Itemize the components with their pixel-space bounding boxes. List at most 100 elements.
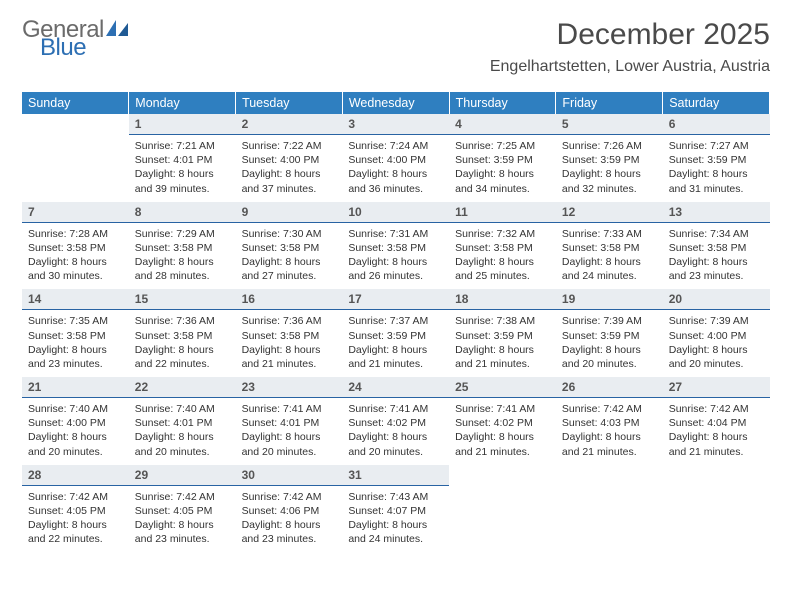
calendar-cell: 13Sunrise: 7:34 AMSunset: 3:58 PMDayligh… xyxy=(663,202,770,290)
day-number: 28 xyxy=(22,465,129,486)
day-info: Sunrise: 7:39 AMSunset: 3:59 PMDaylight:… xyxy=(556,310,663,377)
day-info: Sunrise: 7:32 AMSunset: 3:58 PMDaylight:… xyxy=(449,223,556,290)
sunrise-line: Sunrise: 7:43 AM xyxy=(348,490,443,504)
day-number: 7 xyxy=(22,202,129,223)
weekday-header: Friday xyxy=(556,92,663,114)
sunrise-line: Sunrise: 7:32 AM xyxy=(455,227,550,241)
day-number: 13 xyxy=(663,202,770,223)
sunset-line: Sunset: 4:01 PM xyxy=(135,416,230,430)
sunset-line: Sunset: 3:58 PM xyxy=(28,241,123,255)
sunset-line: Sunset: 3:58 PM xyxy=(242,329,337,343)
calendar-cell: 3Sunrise: 7:24 AMSunset: 4:00 PMDaylight… xyxy=(342,114,449,202)
day-info: Sunrise: 7:42 AMSunset: 4:04 PMDaylight:… xyxy=(663,398,770,465)
weekday-header: Saturday xyxy=(663,92,770,114)
daylight-line: Daylight: 8 hours and 21 minutes. xyxy=(562,430,657,458)
weekday-header: Sunday xyxy=(22,92,129,114)
sunset-line: Sunset: 4:06 PM xyxy=(242,504,337,518)
sunrise-line: Sunrise: 7:30 AM xyxy=(242,227,337,241)
calendar-cell: 10Sunrise: 7:31 AMSunset: 3:58 PMDayligh… xyxy=(342,202,449,290)
calendar-cell: 26Sunrise: 7:42 AMSunset: 4:03 PMDayligh… xyxy=(556,377,663,465)
calendar-cell: 29Sunrise: 7:42 AMSunset: 4:05 PMDayligh… xyxy=(129,465,236,553)
calendar-week-row: 28Sunrise: 7:42 AMSunset: 4:05 PMDayligh… xyxy=(22,465,770,553)
calendar-cell: 18Sunrise: 7:38 AMSunset: 3:59 PMDayligh… xyxy=(449,289,556,377)
day-info: Sunrise: 7:42 AMSunset: 4:03 PMDaylight:… xyxy=(556,398,663,465)
daylight-line: Daylight: 8 hours and 21 minutes. xyxy=(669,430,764,458)
day-info: Sunrise: 7:25 AMSunset: 3:59 PMDaylight:… xyxy=(449,135,556,202)
calendar-cell: 24Sunrise: 7:41 AMSunset: 4:02 PMDayligh… xyxy=(342,377,449,465)
day-info: Sunrise: 7:43 AMSunset: 4:07 PMDaylight:… xyxy=(342,486,449,553)
day-info: Sunrise: 7:30 AMSunset: 3:58 PMDaylight:… xyxy=(236,223,343,290)
day-number: 31 xyxy=(342,465,449,486)
sunrise-line: Sunrise: 7:42 AM xyxy=(669,402,764,416)
sunset-line: Sunset: 3:58 PM xyxy=(562,241,657,255)
day-info: Sunrise: 7:40 AMSunset: 4:01 PMDaylight:… xyxy=(129,398,236,465)
day-info: Sunrise: 7:38 AMSunset: 3:59 PMDaylight:… xyxy=(449,310,556,377)
day-info: Sunrise: 7:34 AMSunset: 3:58 PMDaylight:… xyxy=(663,223,770,290)
daylight-line: Daylight: 8 hours and 34 minutes. xyxy=(455,167,550,195)
daylight-line: Daylight: 8 hours and 24 minutes. xyxy=(348,518,443,546)
calendar-cell: 30Sunrise: 7:42 AMSunset: 4:06 PMDayligh… xyxy=(236,465,343,553)
sunset-line: Sunset: 3:59 PM xyxy=(562,329,657,343)
daylight-line: Daylight: 8 hours and 20 minutes. xyxy=(28,430,123,458)
sunrise-line: Sunrise: 7:36 AM xyxy=(242,314,337,328)
sunrise-line: Sunrise: 7:21 AM xyxy=(135,139,230,153)
sunset-line: Sunset: 3:59 PM xyxy=(348,329,443,343)
sunset-line: Sunset: 4:07 PM xyxy=(348,504,443,518)
calendar-cell: 14Sunrise: 7:35 AMSunset: 3:58 PMDayligh… xyxy=(22,289,129,377)
sunset-line: Sunset: 4:04 PM xyxy=(669,416,764,430)
calendar-cell: 17Sunrise: 7:37 AMSunset: 3:59 PMDayligh… xyxy=(342,289,449,377)
calendar-cell xyxy=(663,465,770,553)
calendar-week-row: 21Sunrise: 7:40 AMSunset: 4:00 PMDayligh… xyxy=(22,377,770,465)
daylight-line: Daylight: 8 hours and 20 minutes. xyxy=(242,430,337,458)
sunrise-line: Sunrise: 7:27 AM xyxy=(669,139,764,153)
sunset-line: Sunset: 3:58 PM xyxy=(669,241,764,255)
daylight-line: Daylight: 8 hours and 21 minutes. xyxy=(455,430,550,458)
daylight-line: Daylight: 8 hours and 23 minutes. xyxy=(28,343,123,371)
daylight-line: Daylight: 8 hours and 20 minutes. xyxy=(562,343,657,371)
day-number: 11 xyxy=(449,202,556,223)
sunrise-line: Sunrise: 7:29 AM xyxy=(135,227,230,241)
day-number: 6 xyxy=(663,114,770,135)
daylight-line: Daylight: 8 hours and 36 minutes. xyxy=(348,167,443,195)
daylight-line: Daylight: 8 hours and 39 minutes. xyxy=(135,167,230,195)
sunset-line: Sunset: 3:58 PM xyxy=(135,329,230,343)
day-number: 18 xyxy=(449,289,556,310)
sunrise-line: Sunrise: 7:38 AM xyxy=(455,314,550,328)
day-info: Sunrise: 7:31 AMSunset: 3:58 PMDaylight:… xyxy=(342,223,449,290)
sunrise-line: Sunrise: 7:42 AM xyxy=(28,490,123,504)
sunset-line: Sunset: 4:03 PM xyxy=(562,416,657,430)
day-info: Sunrise: 7:29 AMSunset: 3:58 PMDaylight:… xyxy=(129,223,236,290)
day-number: 9 xyxy=(236,202,343,223)
calendar-cell: 4Sunrise: 7:25 AMSunset: 3:59 PMDaylight… xyxy=(449,114,556,202)
calendar-cell: 5Sunrise: 7:26 AMSunset: 3:59 PMDaylight… xyxy=(556,114,663,202)
sunset-line: Sunset: 3:59 PM xyxy=(455,153,550,167)
sunset-line: Sunset: 3:58 PM xyxy=(135,241,230,255)
day-info: Sunrise: 7:35 AMSunset: 3:58 PMDaylight:… xyxy=(22,310,129,377)
day-number: 1 xyxy=(129,114,236,135)
day-info: Sunrise: 7:42 AMSunset: 4:06 PMDaylight:… xyxy=(236,486,343,553)
daylight-line: Daylight: 8 hours and 22 minutes. xyxy=(135,343,230,371)
sunrise-line: Sunrise: 7:42 AM xyxy=(242,490,337,504)
sunset-line: Sunset: 4:05 PM xyxy=(135,504,230,518)
daylight-line: Daylight: 8 hours and 30 minutes. xyxy=(28,255,123,283)
sunrise-line: Sunrise: 7:22 AM xyxy=(242,139,337,153)
sunset-line: Sunset: 3:59 PM xyxy=(562,153,657,167)
sunset-line: Sunset: 4:02 PM xyxy=(348,416,443,430)
sunset-line: Sunset: 3:58 PM xyxy=(28,329,123,343)
sunrise-line: Sunrise: 7:36 AM xyxy=(135,314,230,328)
calendar-cell: 7Sunrise: 7:28 AMSunset: 3:58 PMDaylight… xyxy=(22,202,129,290)
sunrise-line: Sunrise: 7:42 AM xyxy=(135,490,230,504)
brand-blue: Blue xyxy=(40,36,130,60)
day-number: 5 xyxy=(556,114,663,135)
day-info: Sunrise: 7:36 AMSunset: 3:58 PMDaylight:… xyxy=(236,310,343,377)
calendar-cell: 22Sunrise: 7:40 AMSunset: 4:01 PMDayligh… xyxy=(129,377,236,465)
calendar-cell: 28Sunrise: 7:42 AMSunset: 4:05 PMDayligh… xyxy=(22,465,129,553)
day-info: Sunrise: 7:21 AMSunset: 4:01 PMDaylight:… xyxy=(129,135,236,202)
day-info: Sunrise: 7:40 AMSunset: 4:00 PMDaylight:… xyxy=(22,398,129,465)
calendar-table: SundayMondayTuesdayWednesdayThursdayFrid… xyxy=(22,92,770,552)
daylight-line: Daylight: 8 hours and 23 minutes. xyxy=(669,255,764,283)
daylight-line: Daylight: 8 hours and 23 minutes. xyxy=(135,518,230,546)
day-number: 21 xyxy=(22,377,129,398)
sunset-line: Sunset: 4:00 PM xyxy=(28,416,123,430)
day-number: 14 xyxy=(22,289,129,310)
